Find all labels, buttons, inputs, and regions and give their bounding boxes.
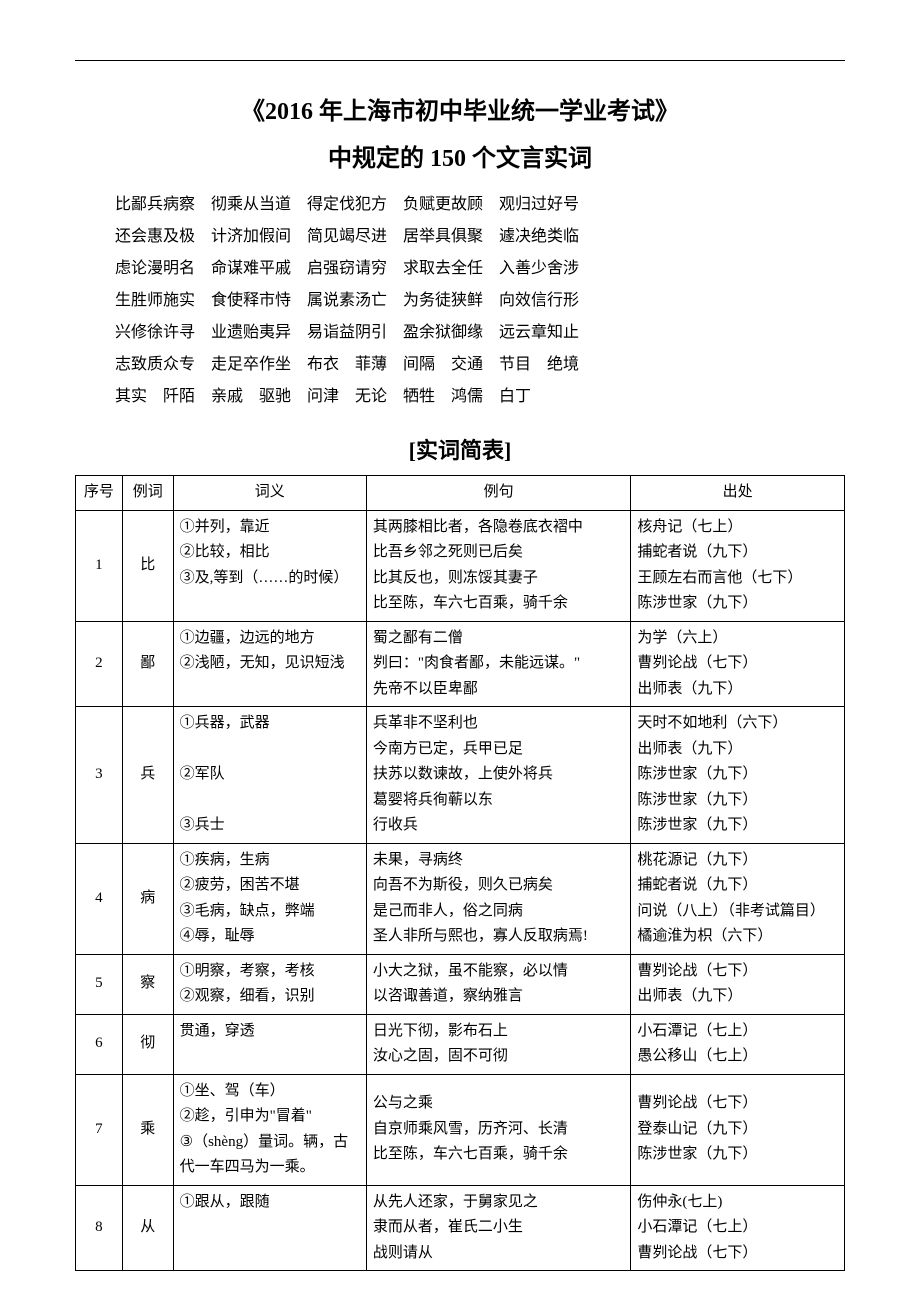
definition-cell: 贯通，穿透 [173, 1014, 366, 1074]
definition-cell: ①坐、驾（车）②趁，引申为"冒着"③（shèng）量词。辆，古代一车四马为一乘。 [173, 1074, 366, 1185]
example-cell: 日光下彻，影布石上汝心之固，固不可彻 [366, 1014, 630, 1074]
word-cell: 从 [122, 1185, 173, 1271]
seq-cell: 6 [76, 1014, 123, 1074]
source-cell: 为学（六上）曹刿论战（七下）出师表（九下） [631, 621, 845, 707]
col-src: 出处 [631, 476, 845, 511]
word-cell: 鄙 [122, 621, 173, 707]
col-seq: 序号 [76, 476, 123, 511]
char-line: 比鄙兵病察 彻乘从当道 得定伐犯方 负赋更故顾 观归过好号 [115, 189, 805, 221]
word-cell: 兵 [122, 707, 173, 844]
definition-cell: ①跟从，跟随 [173, 1185, 366, 1271]
seq-cell: 8 [76, 1185, 123, 1271]
seq-cell: 5 [76, 954, 123, 1014]
word-cell: 察 [122, 954, 173, 1014]
word-cell: 乘 [122, 1074, 173, 1185]
table-header-row: 序号 例词 词义 例句 出处 [76, 476, 845, 511]
col-ex: 例句 [366, 476, 630, 511]
source-cell: 伤仲永(七上)小石潭记（七上）曹刿论战（七下） [631, 1185, 845, 1271]
top-rule [75, 60, 845, 61]
char-line: 虑论漫明名 命谋难平戚 启强窃请穷 求取去全任 入善少舍涉 [115, 253, 805, 285]
col-def: 词义 [173, 476, 366, 511]
definition-cell: ①兵器，武器 ②军队 ③兵士 [173, 707, 366, 844]
seq-cell: 3 [76, 707, 123, 844]
example-cell: 从先人还家，于舅家见之隶而从者，崔氏二小生战则请从 [366, 1185, 630, 1271]
char-line: 还会惠及极 计济加假间 简见竭尽进 居举具俱聚 遽决绝类临 [115, 221, 805, 253]
source-cell: 曹刿论战（七下）登泰山记（九下）陈涉世家（九下） [631, 1074, 845, 1185]
col-word: 例词 [122, 476, 173, 511]
example-cell: 蜀之鄙有二僧刿曰："肉食者鄙，未能远谋。"先帝不以臣卑鄙 [366, 621, 630, 707]
word-cell: 病 [122, 843, 173, 954]
vocab-table: 序号 例词 词义 例句 出处 1比①并列，靠近②比较，相比③及,等到（……的时候… [75, 475, 845, 1271]
source-cell: 桃花源记（九下）捕蛇者说（九下）问说（八上）（非考试篇目）橘逾淮为枳（六下） [631, 843, 845, 954]
example-cell: 其两膝相比者，各隐卷底衣褶中比吾乡邻之死则已后矣比其反也，则冻馁其妻子比至陈，车… [366, 510, 630, 621]
page-title-line1: 《2016 年上海市初中毕业统一学业考试》 [75, 91, 845, 126]
subtitle: [实词简表] [75, 433, 845, 465]
example-cell: 公与之乘自京师乘风雪，历齐河、长清比至陈，车六七百乘，骑千余 [366, 1074, 630, 1185]
word-cell: 彻 [122, 1014, 173, 1074]
source-cell: 曹刿论战（七下）出师表（九下） [631, 954, 845, 1014]
example-cell: 兵革非不坚利也今南方已定，兵甲已足扶苏以数谏故，上使外将兵葛婴将兵徇蕲以东行收兵 [366, 707, 630, 844]
char-line: 志致质众专 走足卒作坐 布衣 菲薄 间隔 交通 节目 绝境 [115, 349, 805, 381]
page-title-line2: 中规定的 150 个文言实词 [75, 138, 845, 173]
seq-cell: 4 [76, 843, 123, 954]
character-list: 比鄙兵病察 彻乘从当道 得定伐犯方 负赋更故顾 观归过好号还会惠及极 计济加假间… [75, 189, 845, 413]
definition-cell: ①边疆，边远的地方②浅陋，无知，见识短浅 [173, 621, 366, 707]
seq-cell: 7 [76, 1074, 123, 1185]
char-line: 其实 阡陌 亲戚 驱驰 问津 无论 牺牲 鸿儒 白丁 [115, 381, 805, 413]
source-cell: 天时不如地利（六下）出师表（九下）陈涉世家（九下）陈涉世家（九下）陈涉世家（九下… [631, 707, 845, 844]
source-cell: 核舟记（七上）捕蛇者说（九下）王顾左右而言他（七下）陈涉世家（九下） [631, 510, 845, 621]
example-cell: 小大之狱，虽不能察，必以情以咨诹善道，察纳雅言 [366, 954, 630, 1014]
definition-cell: ①疾病，生病②疲劳，困苦不堪③毛病，缺点，弊端④辱，耻辱 [173, 843, 366, 954]
seq-cell: 2 [76, 621, 123, 707]
seq-cell: 1 [76, 510, 123, 621]
word-cell: 比 [122, 510, 173, 621]
source-cell: 小石潭记（七上）愚公移山（七上） [631, 1014, 845, 1074]
char-line: 生胜师施实 食使释市恃 属说素汤亡 为务徒狭鲜 向效信行形 [115, 285, 805, 317]
definition-cell: ①明察，考察，考核②观察，细看，识别 [173, 954, 366, 1014]
char-line: 兴修徐许寻 业遗贻夷异 易诣益阴引 盈余狱御缘 远云章知止 [115, 317, 805, 349]
definition-cell: ①并列，靠近②比较，相比③及,等到（……的时候） [173, 510, 366, 621]
example-cell: 未果，寻病终向吾不为斯役，则久已病矣是己而非人，俗之同病圣人非所与熙也，寡人反取… [366, 843, 630, 954]
